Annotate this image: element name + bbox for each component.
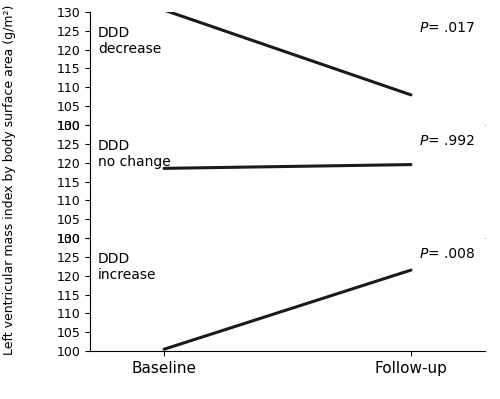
- Text: = .992: = .992: [428, 134, 475, 148]
- Text: P: P: [420, 21, 428, 35]
- Text: DDD
no change: DDD no change: [98, 138, 170, 169]
- Text: = .017: = .017: [428, 21, 475, 35]
- Text: DDD
increase: DDD increase: [98, 252, 156, 282]
- Text: P: P: [420, 134, 428, 148]
- Text: P: P: [420, 247, 428, 261]
- Text: = .008: = .008: [428, 247, 475, 261]
- Text: Left ventricular mass index by body surface area (g/m²): Left ventricular mass index by body surf…: [4, 4, 16, 355]
- Text: DDD
decrease: DDD decrease: [98, 26, 161, 56]
